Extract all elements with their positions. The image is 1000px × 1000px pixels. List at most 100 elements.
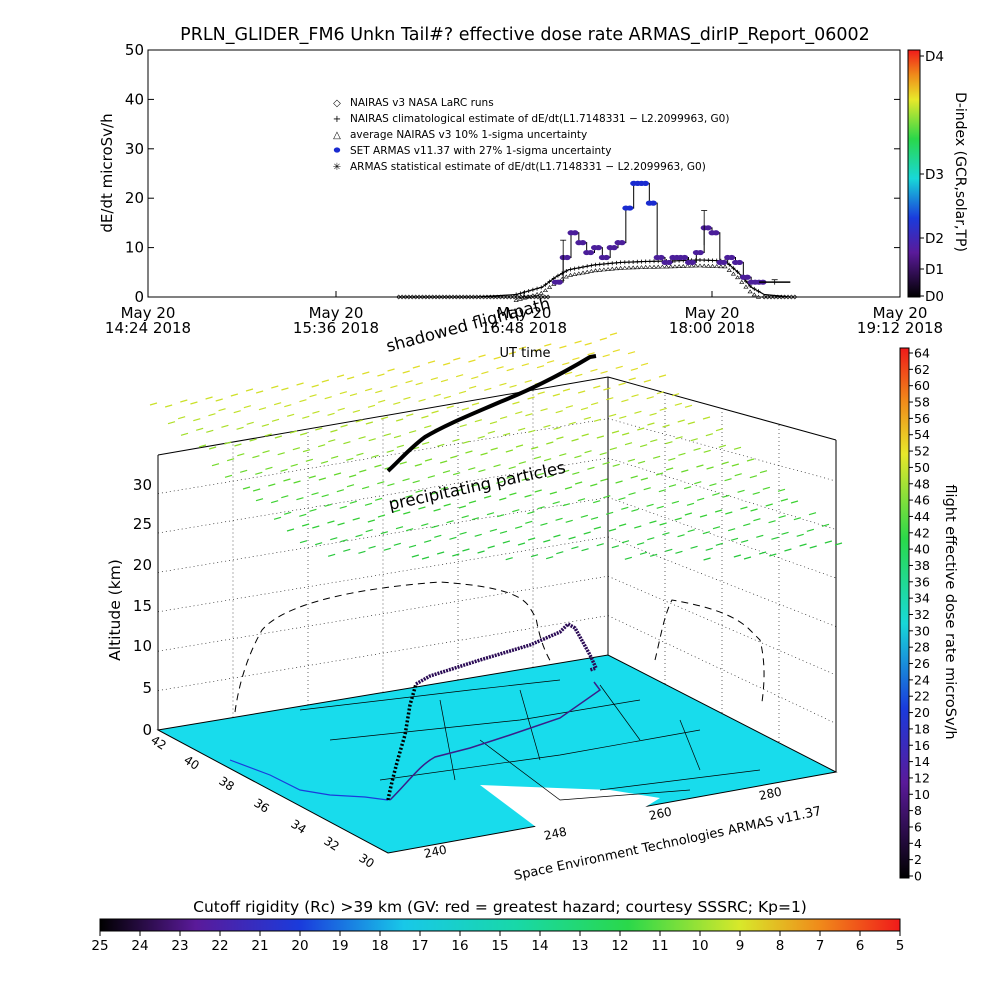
longitude-ticks: 240 248 260 280 bbox=[423, 784, 783, 860]
top-x-tick-day: May 20 bbox=[497, 304, 552, 322]
particle-mark bbox=[677, 419, 685, 423]
altitude-tick-label: 10 bbox=[133, 637, 152, 655]
particle-mark bbox=[525, 520, 533, 524]
nairas-estimate-marker bbox=[610, 261, 615, 266]
particle-mark bbox=[714, 509, 723, 513]
particle-mark bbox=[543, 539, 551, 543]
particle-mark bbox=[674, 517, 682, 521]
particle-mark bbox=[421, 415, 429, 419]
uncertainty-marker bbox=[668, 264, 674, 269]
dose-rate-tick-label: 40 bbox=[914, 542, 930, 557]
state-boundary bbox=[599, 684, 641, 741]
particle-mark bbox=[690, 545, 698, 549]
uncertainty-marker bbox=[697, 263, 703, 268]
particle-mark bbox=[340, 539, 348, 543]
particle-mark bbox=[540, 408, 548, 412]
particle-mark bbox=[349, 393, 358, 397]
cutoff-rigidity-tick-label: 12 bbox=[611, 938, 628, 954]
uncertainty-marker bbox=[613, 266, 619, 271]
armas-point bbox=[704, 225, 712, 231]
particle-mark bbox=[577, 498, 586, 502]
uncertainty-marker bbox=[651, 264, 657, 269]
particle-mark bbox=[361, 486, 370, 490]
particle-mark bbox=[358, 436, 366, 440]
particle-mark bbox=[440, 379, 449, 383]
particle-mark bbox=[318, 477, 327, 481]
particle-mark bbox=[218, 408, 226, 412]
nairas-estimate-marker bbox=[606, 261, 611, 266]
nairas-run-marker bbox=[470, 294, 476, 300]
particle-mark bbox=[149, 402, 158, 406]
top-y-tick-label: 50 bbox=[125, 41, 144, 59]
uncertainty-marker bbox=[534, 292, 540, 296]
particle-mark bbox=[737, 489, 745, 493]
particle-mark bbox=[590, 483, 598, 487]
particle-mark bbox=[525, 413, 533, 417]
coastline bbox=[229, 759, 389, 801]
particle-mark bbox=[628, 492, 636, 496]
state-boundary bbox=[379, 729, 701, 781]
particle-mark bbox=[665, 548, 673, 552]
particle-mark bbox=[496, 480, 504, 484]
cutoff-rigidity-tick-label: 20 bbox=[291, 938, 308, 954]
particle-mark bbox=[481, 371, 489, 375]
particle-mark bbox=[365, 421, 374, 425]
uncertainty-marker bbox=[580, 270, 586, 275]
particle-mark bbox=[226, 458, 235, 462]
particle-mark bbox=[612, 349, 621, 353]
state-boundary bbox=[519, 689, 541, 761]
particle-mark bbox=[446, 405, 454, 409]
particle-mark bbox=[521, 477, 529, 481]
particle-mark bbox=[536, 472, 545, 476]
latitude-tick-label: 30 bbox=[356, 851, 376, 871]
particle-mark bbox=[268, 483, 276, 487]
particle-mark bbox=[746, 458, 755, 462]
armas-point bbox=[743, 274, 751, 280]
particle-mark bbox=[333, 472, 342, 476]
particle-mark bbox=[769, 553, 777, 557]
uncertainty-marker bbox=[626, 265, 632, 270]
particle-mark bbox=[678, 452, 686, 456]
particle-mark bbox=[715, 542, 724, 546]
particle-mark bbox=[592, 500, 601, 504]
cutoff-rigidity-colorbar-group: Cutoff rigidity (Rc) >39 km (GV: red = g… bbox=[91, 898, 904, 954]
particle-mark bbox=[646, 396, 654, 400]
particle-mark bbox=[374, 497, 383, 501]
nairas-estimate-marker bbox=[626, 260, 631, 265]
particle-mark bbox=[499, 530, 508, 534]
particle-mark bbox=[512, 509, 520, 513]
uncertainty-marker bbox=[755, 294, 762, 299]
particle-mark bbox=[470, 483, 479, 487]
uncertainty-marker bbox=[705, 263, 711, 268]
armas-point bbox=[602, 254, 610, 261]
particle-mark bbox=[618, 497, 626, 501]
particle-mark bbox=[600, 370, 608, 374]
particle-mark bbox=[452, 472, 461, 476]
dose-rate-tick-label: 64 bbox=[914, 346, 930, 361]
particle-mark bbox=[396, 444, 405, 448]
particle-mark bbox=[602, 354, 610, 358]
particle-mark bbox=[600, 478, 608, 482]
top-y-tick-label: 30 bbox=[125, 140, 144, 158]
nairas-run-marker bbox=[406, 294, 412, 300]
particle-mark bbox=[421, 441, 430, 445]
particle-mark bbox=[286, 528, 295, 532]
dindex-tick-label: D3 bbox=[925, 167, 944, 183]
top-x-tick-day: May 20 bbox=[685, 304, 740, 322]
legend-label: SET ARMAS v11.37 with 27% 1-sigma uncert… bbox=[350, 145, 612, 157]
particle-mark bbox=[753, 518, 761, 522]
cutoff-rigidity-tick-label: 17 bbox=[411, 938, 428, 954]
uncertainty-marker bbox=[751, 292, 757, 297]
particle-mark bbox=[565, 405, 574, 409]
particle-mark bbox=[415, 489, 423, 493]
particle-mark bbox=[518, 346, 527, 350]
latitude-ticks: 42 40 38 36 34 32 30 bbox=[148, 733, 376, 871]
box-edge bbox=[607, 376, 837, 441]
nairas-run-marker bbox=[436, 294, 442, 300]
nairas-run-marker bbox=[511, 294, 517, 300]
dindex-tick-label: D0 bbox=[925, 289, 944, 305]
particle-mark bbox=[301, 523, 310, 527]
nairas-estimate-marker bbox=[597, 262, 602, 267]
nairas-run-marker bbox=[450, 294, 456, 300]
dose-rate-tick-label: 30 bbox=[914, 623, 930, 638]
